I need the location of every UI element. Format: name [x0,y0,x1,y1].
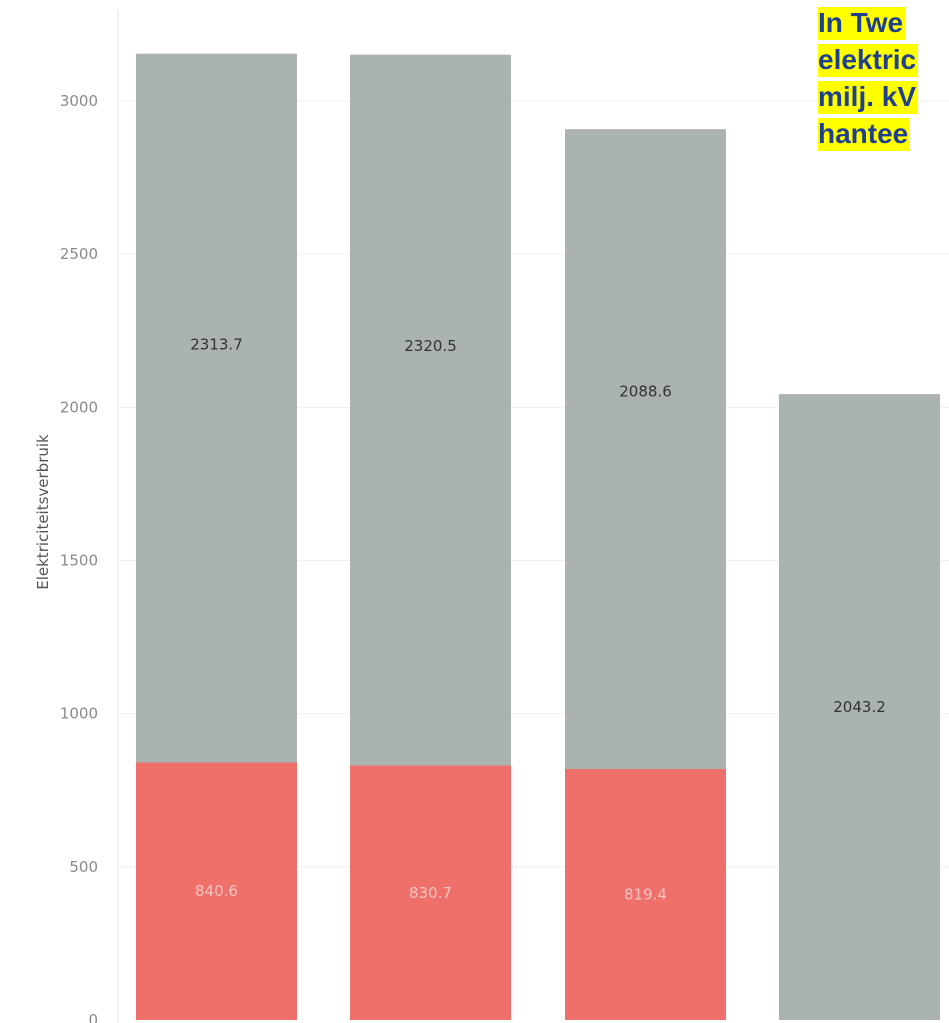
y-tick-label: 2500 [60,245,98,263]
y-tick-label: 1500 [60,552,98,570]
bar-value-label: 819.4 [624,885,667,903]
bars [136,53,940,1020]
bar-segment [350,54,511,766]
bar-value-label: 830.7 [409,884,452,902]
y-axis-ticks: 0 500 1000 1500 2000 2500 3000 [60,92,98,1023]
y-tick-label: 2000 [60,398,98,416]
bar-value-label: 2313.7 [190,335,243,353]
bar-segment [136,762,297,1020]
annotation-line-4: hantee [818,118,911,151]
bar-segment [350,765,511,1020]
bar-value-label: 2043.2 [833,698,886,716]
bar-segment [565,768,726,1020]
bar-value-label: 840.6 [195,882,238,900]
annotation-box: In Twe elektric milj. kV hantee [818,4,949,152]
annotation-line-2: elektric [818,44,919,77]
bar-labels: 840.6 2313.7 830.7 2320.5 819.4 2088.6 2043.2 [190,335,886,903]
bar-segment [565,129,726,769]
y-tick-label: 1000 [60,705,98,723]
y-tick-label: 500 [69,858,98,876]
y-tick-label: 3000 [60,92,98,110]
bar-value-label: 2320.5 [404,337,457,355]
annotation-line-1: In Twe [818,7,906,40]
bar-segment [136,53,297,763]
annotation-line-3: milj. kV [818,81,919,114]
y-tick-label: 0 [88,1011,98,1023]
bar-segment [779,394,940,1020]
bar-value-label: 2088.6 [619,383,672,401]
y-axis-title: Elektriciteitsverbruik [34,434,52,590]
